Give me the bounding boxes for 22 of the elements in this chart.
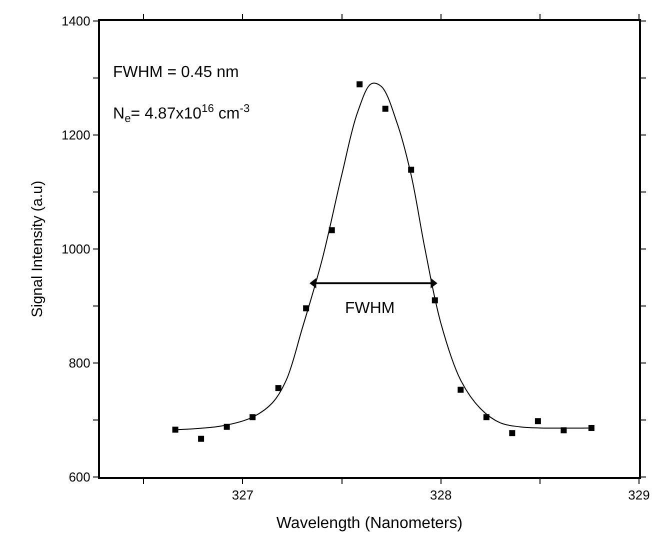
y-tick-label: 800 bbox=[68, 356, 90, 371]
x-tick-label: 329 bbox=[628, 488, 650, 503]
annotation: FWHM = 0.45 nm bbox=[113, 64, 239, 81]
y-axis-title: Signal Intensity (a.u) bbox=[29, 180, 46, 318]
annotation: FWHM bbox=[345, 300, 395, 317]
annotation: N$_{e}$= 4.87x10$^{16}$ cm$^{-3}$ bbox=[113, 103, 250, 126]
y-tick-label: 1200 bbox=[61, 128, 90, 143]
point bbox=[172, 426, 178, 433]
x-tick-label: 327 bbox=[232, 488, 254, 503]
x-axis-title: Wavelength (Nanometers) bbox=[276, 514, 463, 532]
point bbox=[275, 385, 282, 392]
point bbox=[382, 106, 388, 112]
y-tick-label: 1000 bbox=[61, 242, 90, 257]
point bbox=[534, 418, 541, 424]
point bbox=[509, 430, 516, 436]
point bbox=[588, 424, 594, 431]
point bbox=[458, 386, 464, 393]
x-tick-label: 328 bbox=[430, 488, 452, 503]
point bbox=[356, 81, 363, 88]
y-tick-label: 600 bbox=[68, 470, 90, 485]
y-tick-label: 1400 bbox=[61, 14, 90, 29]
point bbox=[198, 436, 204, 442]
